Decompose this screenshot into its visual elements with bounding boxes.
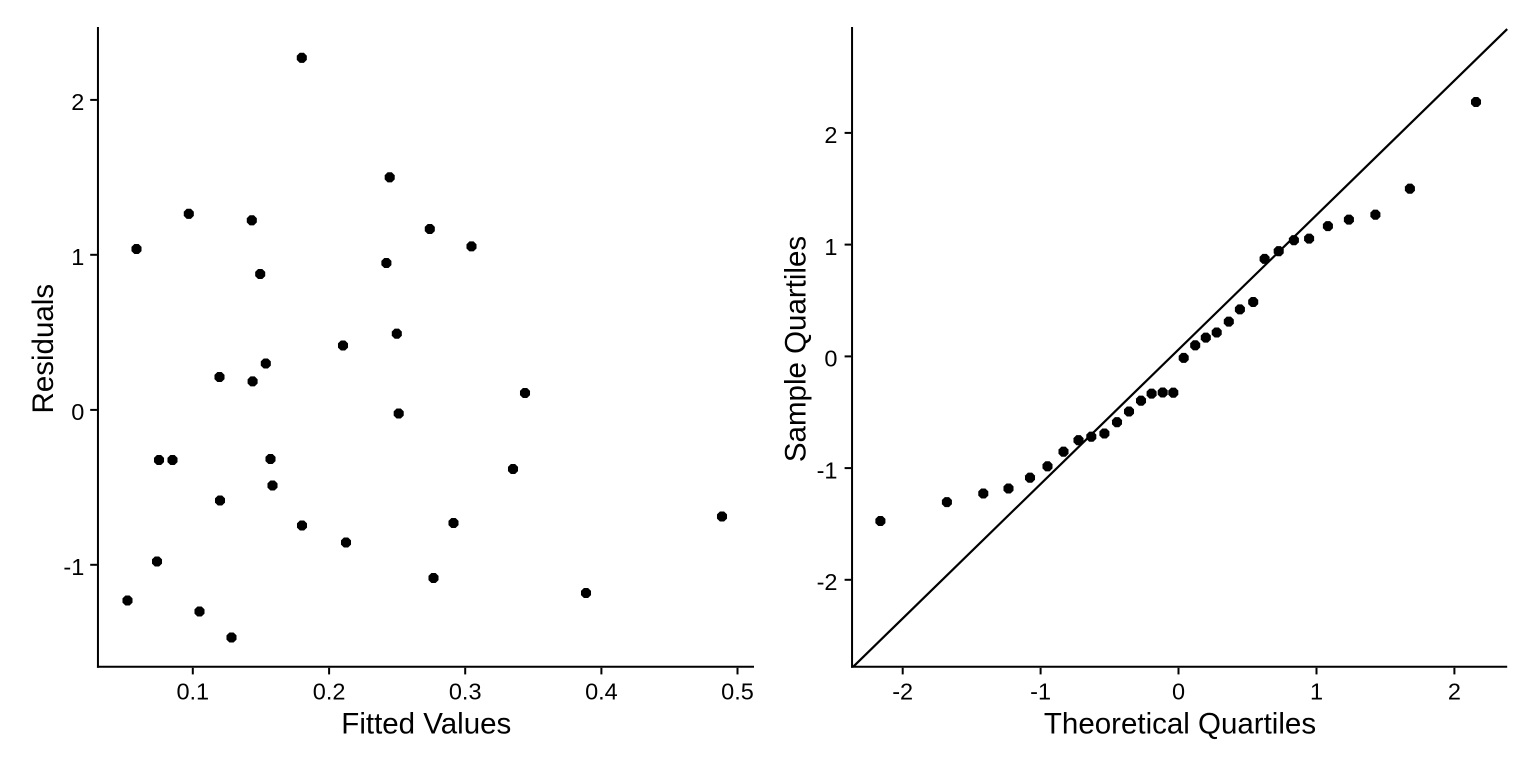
svg-text:-2: -2 [892, 679, 913, 705]
svg-text:2: 2 [824, 122, 837, 148]
svg-text:Fitted Values: Fitted Values [341, 708, 511, 741]
svg-text:0.5: 0.5 [721, 679, 754, 705]
svg-text:0.3: 0.3 [449, 679, 482, 705]
svg-text:-1: -1 [817, 457, 838, 483]
svg-text:0.1: 0.1 [176, 679, 209, 705]
svg-text:0.2: 0.2 [313, 679, 346, 705]
svg-text:Theoretical Quartiles: Theoretical Quartiles [1044, 708, 1316, 741]
svg-text:1: 1 [1310, 679, 1323, 705]
svg-text:0: 0 [1172, 679, 1185, 705]
svg-text:-1: -1 [63, 554, 84, 580]
svg-text:0.4: 0.4 [585, 679, 618, 705]
svg-text:-2: -2 [817, 569, 838, 595]
svg-text:0: 0 [71, 399, 84, 425]
svg-text:2: 2 [1448, 679, 1461, 705]
svg-text:1: 1 [71, 244, 84, 270]
svg-text:-1: -1 [1030, 679, 1051, 705]
svg-text:2: 2 [71, 89, 84, 115]
svg-text:0: 0 [824, 346, 837, 372]
svg-text:Sample Quartiles: Sample Quartiles [780, 236, 813, 462]
svg-text:1: 1 [824, 234, 837, 260]
svg-text:Residuals: Residuals [27, 284, 60, 414]
